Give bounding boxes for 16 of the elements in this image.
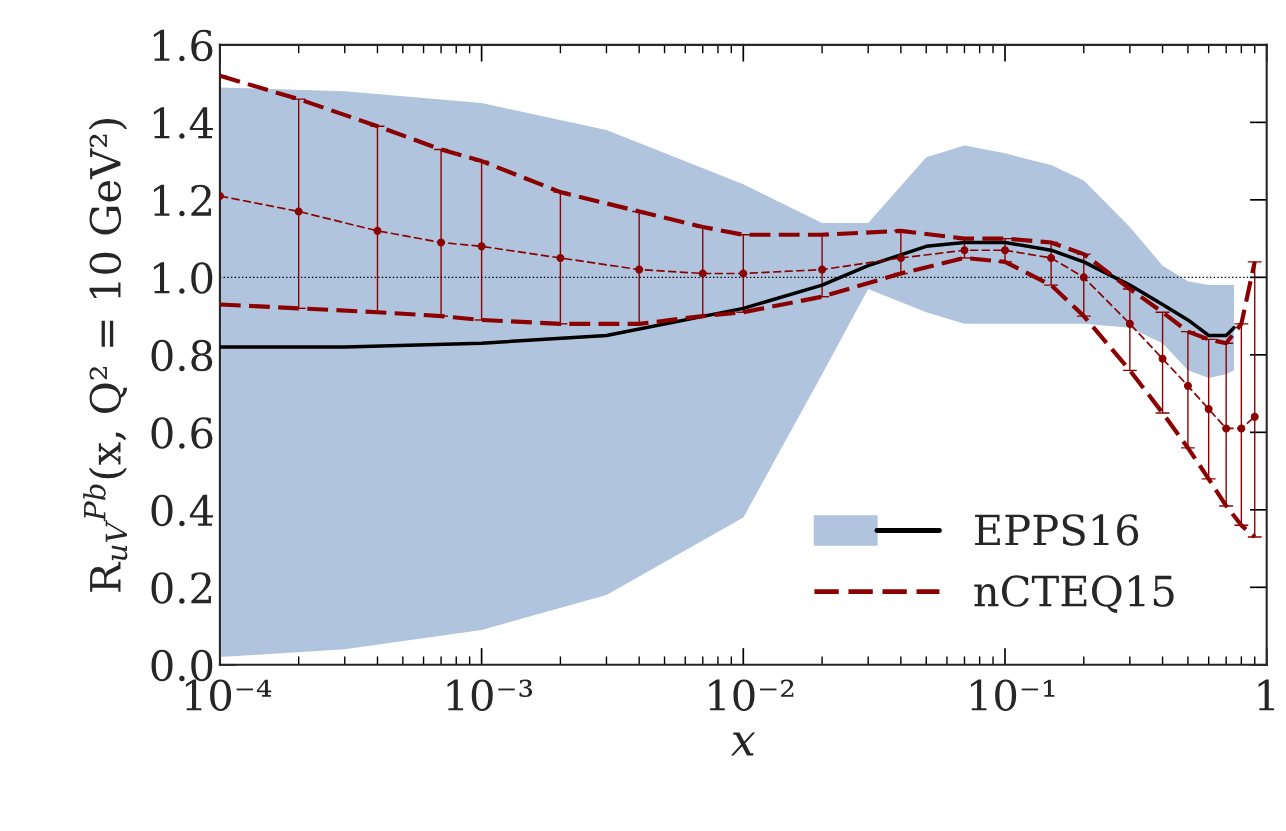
y-axis-title: R$_{uV}$$^{Pb}$(x, Q² = 10 GeV²) [83, 119, 128, 592]
x-tick-label: 1 [1258, 679, 1275, 711]
legend-label: nCTEQ15 [974, 575, 1174, 613]
x-tick-label: 10⁻³ [447, 679, 533, 711]
y-tick-label: 1.2 [153, 184, 211, 217]
y-tick-label: 1.0 [153, 262, 213, 294]
y-tick-label: 0.8 [151, 339, 213, 372]
y-tick-label: 0.4 [151, 494, 213, 527]
x-tick-label: 10⁻² [709, 679, 794, 711]
x-tick-label: 10⁻¹ [970, 679, 1055, 711]
y-tick-label: 0.2 [151, 572, 211, 604]
y-tick-label: 1.4 [153, 107, 213, 139]
y-tick-label: 0.6 [151, 417, 213, 449]
y-tick-label: 1.6 [153, 29, 213, 62]
legend-label: EPPS16 [975, 514, 1139, 546]
x-axis-title: x [730, 732, 756, 756]
